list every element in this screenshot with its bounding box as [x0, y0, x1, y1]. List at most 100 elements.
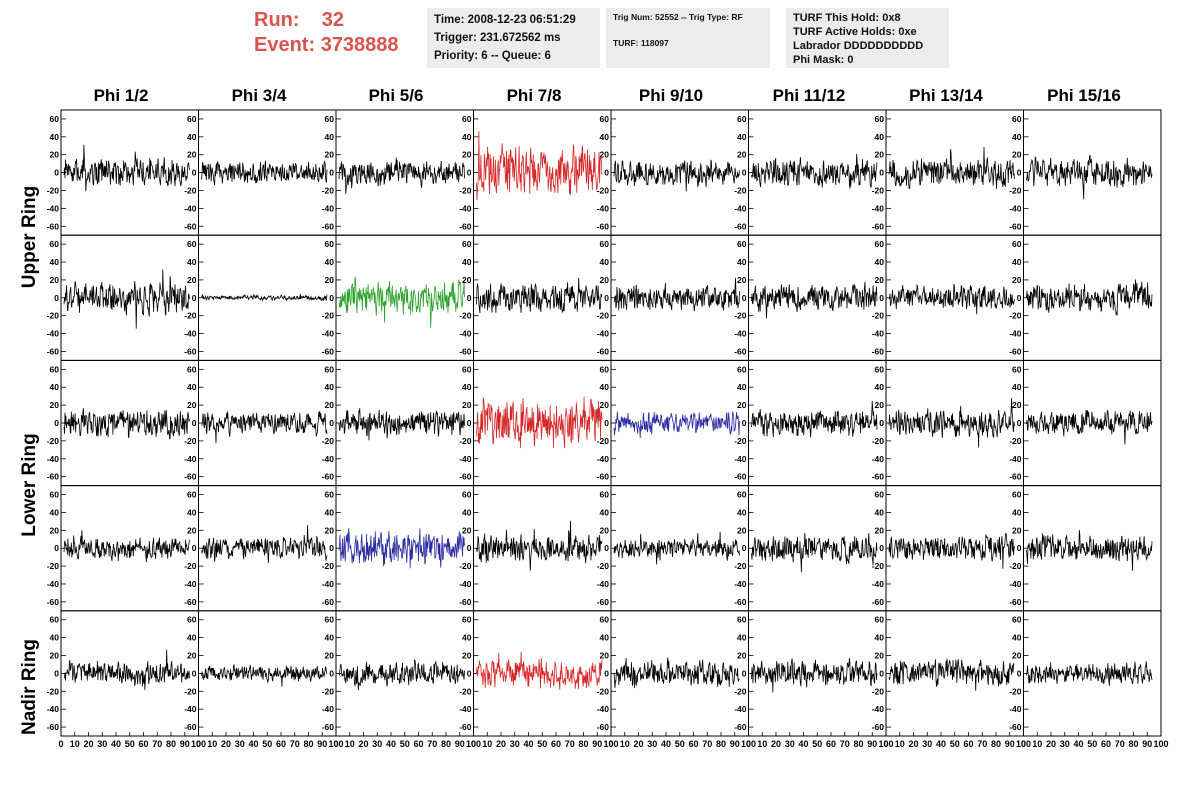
y-tick-label: -20: [872, 311, 885, 321]
x-tick-label: 30: [922, 739, 932, 749]
y-tick-label: -40: [459, 454, 472, 464]
y-tick-label: -60: [1009, 221, 1022, 231]
x-tick-label: 60: [688, 739, 698, 749]
x-tick-label: 60: [1101, 739, 1111, 749]
x-tick-label: 50: [400, 739, 410, 749]
x-tick-label: 30: [97, 739, 107, 749]
x-tick-label: 60: [413, 739, 423, 749]
turf-info-box: TURF This Hold: 0x8 TURF Active Holds: 0…: [786, 8, 949, 68]
y-tick-label: 20: [462, 525, 472, 535]
y-tick-label: 60: [50, 114, 60, 124]
y-tick-label: 20: [50, 651, 60, 661]
y-tick-label: -40: [459, 704, 472, 714]
y-tick-label: -40: [597, 704, 610, 714]
x-tick-label: 60: [276, 739, 286, 749]
y-tick-label: -40: [47, 454, 60, 464]
x-tick-label: 30: [235, 739, 245, 749]
waveform-panel-r2-c0: 60 40 20 0 -20 -40 -60: [47, 359, 199, 487]
y-tick-label: 20: [187, 275, 197, 285]
waveform-trace: [63, 269, 190, 329]
y-tick-label: -40: [734, 704, 747, 714]
waveform-panel-r2-c4: 60 40 20 0 -20 -40 -60: [597, 359, 749, 487]
y-tick-label: -60: [459, 597, 472, 607]
y-tick-label: 60: [600, 239, 610, 249]
column-header-phi-7-8: Phi 7/8: [506, 86, 562, 105]
y-tick-label: -40: [184, 203, 197, 213]
x-tick-label: 70: [427, 739, 437, 749]
y-tick-label: 0: [54, 293, 59, 303]
y-tick-label: 40: [1012, 507, 1022, 517]
y-tick-label: -60: [322, 722, 335, 732]
waveform-panel-r0-c1: 60 40 20 0 -20 -40 -60: [184, 109, 337, 236]
y-tick-label: -60: [47, 597, 60, 607]
y-tick-label: -60: [734, 722, 747, 732]
x-tick-label: 50: [1087, 739, 1097, 749]
y-tick-label: -60: [597, 221, 610, 231]
y-tick-label: -40: [184, 454, 197, 464]
turf-text: TURF: 118097: [613, 38, 669, 48]
y-tick-label: 20: [737, 150, 747, 160]
y-tick-label: 40: [187, 382, 197, 392]
x-tick-label: 0: [196, 739, 201, 749]
y-tick-label: -20: [734, 686, 747, 696]
y-tick-label: 0: [604, 168, 609, 178]
x-tick-label: 20: [358, 739, 368, 749]
y-tick-label: 40: [50, 132, 60, 142]
y-tick-label: 20: [1012, 400, 1022, 410]
y-tick-label: -40: [47, 329, 60, 339]
waveform-panel-r1-c0: 60 40 20 0 -20 -40 -60: [47, 234, 199, 361]
y-tick-label: 60: [1012, 114, 1022, 124]
y-tick-label: 20: [1012, 150, 1022, 160]
y-tick-label: 0: [1017, 168, 1022, 178]
y-tick-label: 0: [329, 418, 334, 428]
x-tick-label: 20: [771, 739, 781, 749]
waveform-trace: [751, 657, 878, 693]
y-tick-label: -60: [597, 346, 610, 356]
y-tick-label: 20: [737, 651, 747, 661]
y-tick-label: -20: [459, 561, 472, 571]
y-tick-label: -20: [184, 686, 197, 696]
x-tick-label: 70: [152, 739, 162, 749]
waveform-trace: [201, 160, 328, 186]
y-tick-label: 20: [325, 275, 335, 285]
y-tick-label: -60: [872, 722, 885, 732]
y-tick-label: 20: [600, 275, 610, 285]
y-tick-label: -40: [1009, 704, 1022, 714]
x-tick-label: 100: [1153, 739, 1168, 749]
y-tick-label: 60: [1012, 615, 1022, 625]
x-tick-label: 60: [963, 739, 973, 749]
waveform-trace: [1026, 154, 1153, 200]
y-tick-label: -20: [47, 561, 60, 571]
y-tick-label: -20: [459, 686, 472, 696]
y-tick-label: 60: [875, 615, 885, 625]
y-tick-label: -20: [734, 561, 747, 571]
y-tick-label: 20: [1012, 525, 1022, 535]
y-tick-label: -60: [322, 597, 335, 607]
y-tick-label: 60: [1012, 490, 1022, 500]
waveform-panel-r0-c7: 60 40 20 0 -20 -40 -60: [1009, 109, 1162, 236]
y-tick-label: 20: [875, 275, 885, 285]
column-header-phi-3-4: Phi 3/4: [231, 86, 287, 105]
x-tick-label: 20: [908, 739, 918, 749]
y-tick-label: -20: [322, 686, 335, 696]
y-tick-label: -60: [459, 346, 472, 356]
y-tick-label: 60: [325, 239, 335, 249]
waveform-trace: [613, 657, 740, 689]
y-tick-label: -60: [1009, 346, 1022, 356]
x-tick-label: 70: [840, 739, 850, 749]
time-info-box: Time: 2008-12-23 06:51:29 Trigger: 231.6…: [427, 8, 600, 68]
x-tick-label: 40: [661, 739, 671, 749]
y-tick-label: 40: [50, 382, 60, 392]
waveform-panel-r0-c0: 60 40 20 0 -20 -40 -60: [47, 109, 199, 236]
y-tick-label: 60: [187, 364, 197, 374]
y-tick-label: 0: [742, 293, 747, 303]
y-tick-label: -60: [459, 722, 472, 732]
y-tick-label: -20: [734, 311, 747, 321]
column-header-phi-13-14: Phi 13/14: [909, 86, 983, 105]
y-tick-label: 60: [600, 615, 610, 625]
y-tick-label: -40: [322, 454, 335, 464]
x-tick-label: 100: [466, 739, 481, 749]
y-tick-label: 40: [875, 633, 885, 643]
y-tick-label: 20: [737, 275, 747, 285]
y-tick-label: -40: [872, 329, 885, 339]
